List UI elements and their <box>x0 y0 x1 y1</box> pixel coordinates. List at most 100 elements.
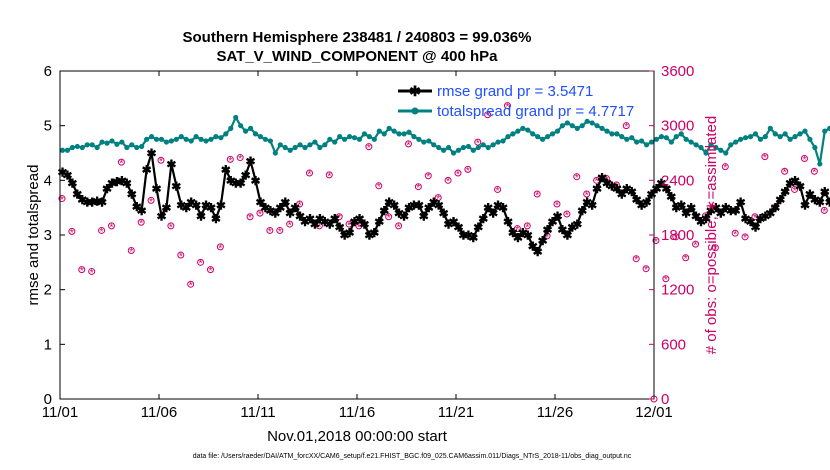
data-point <box>549 131 556 137</box>
legend-rmse-marker: ✱ <box>409 83 421 99</box>
data-point: ✱ <box>345 226 355 240</box>
axes-ticks: 11/01 11/06 11/11 11/16 11/21 11/26 12/0101234… <box>42 63 695 421</box>
data-point: ✱ <box>97 196 107 210</box>
data-point <box>297 142 303 148</box>
data-point: ✱ <box>691 209 701 223</box>
data-point: ✱ <box>785 177 795 191</box>
assimilated-obs-series: * * * * * * * * * * * * * * * * * * * * * * * * * * * * * * * * * * * * * * * *… <box>60 102 826 292</box>
possible-point <box>800 154 808 162</box>
data-point <box>752 131 759 137</box>
y-tick-label: 3 <box>44 227 52 244</box>
possible-point <box>791 185 799 193</box>
data-point: ✱ <box>607 179 617 193</box>
x-tick-label: 11/26 <box>537 404 573 421</box>
assimilated-point: * <box>327 171 331 182</box>
data-point: ✱ <box>166 157 176 171</box>
assimilated-point: * <box>456 169 460 180</box>
data-point <box>193 134 199 140</box>
possible-point <box>345 220 353 228</box>
data-point: ✱ <box>151 182 161 196</box>
possible-point <box>414 183 422 191</box>
data-point: ✱ <box>597 171 607 185</box>
y2-tick-label: 3600 <box>661 63 694 80</box>
assimilated-point: * <box>624 122 628 133</box>
data-point: ✱ <box>305 212 315 226</box>
data-point <box>738 136 744 142</box>
data-point: ✱ <box>656 177 666 191</box>
assimilated-point: * <box>812 168 816 179</box>
data-point <box>124 144 130 151</box>
data-point: ✱ <box>642 196 652 210</box>
possible-point <box>375 182 383 190</box>
assimilated-point: * <box>90 268 94 279</box>
data-point <box>223 131 229 137</box>
data-point <box>510 131 516 137</box>
data-point <box>787 136 793 142</box>
data-point <box>119 139 125 145</box>
data-point: ✱ <box>231 177 241 191</box>
legend-spread-marker <box>411 107 419 115</box>
assimilated-point: * <box>605 175 609 186</box>
data-point: ✱ <box>364 229 374 243</box>
assimilated-point: * <box>545 232 549 243</box>
data-point <box>89 142 95 148</box>
assimilated-point: * <box>317 222 321 233</box>
data-point <box>247 125 254 131</box>
data-point: ✱ <box>87 196 97 210</box>
possible-point <box>117 158 125 166</box>
data-point <box>747 134 754 140</box>
data-point: ✱ <box>434 198 444 212</box>
chart-subtitle: SAT_V_WIND_COMPONENT @ 400 hPa <box>216 48 498 65</box>
data-point <box>158 136 165 142</box>
assimilated-point: * <box>446 177 450 188</box>
x-tick-label: 11/21 <box>438 404 474 421</box>
possible-point <box>583 190 591 198</box>
data-point <box>668 139 674 145</box>
data-point <box>366 134 372 140</box>
assimilated-point: * <box>585 190 589 201</box>
possible-point <box>810 167 818 175</box>
chart-title: Southern Hemisphere 238481 / 240803 = 99… <box>183 29 532 46</box>
data-point: ✱ <box>399 209 409 223</box>
data-point: ✱ <box>498 201 508 215</box>
data-point: ✱ <box>562 229 572 243</box>
data-point: ✱ <box>463 229 473 243</box>
possible-point <box>305 169 313 177</box>
possible-point <box>286 220 294 228</box>
assimilated-point: * <box>506 102 510 113</box>
possible-point <box>771 204 779 212</box>
data-point: ✱ <box>117 174 127 188</box>
data-point: ✱ <box>384 196 394 210</box>
data-point <box>168 138 174 144</box>
rmse-series: ✱✱✱✱✱✱✱✱✱✱✱✱✱✱✱✱✱✱✱✱✱✱✱✱✱✱✱✱✱✱✱✱✱✱✱✱✱✱✱✱… <box>57 147 830 259</box>
data-point: ✱ <box>122 177 132 191</box>
data-point <box>450 150 457 156</box>
data-point: ✱ <box>800 198 810 212</box>
data-point <box>757 136 764 142</box>
data-point <box>342 136 348 142</box>
data-point: ✱ <box>221 163 231 177</box>
data-point: ✱ <box>523 229 533 243</box>
data-point: ✱ <box>330 212 340 226</box>
data-point <box>307 142 313 148</box>
possible-point <box>256 209 264 217</box>
data-point: ✱ <box>815 196 825 210</box>
assimilated-point: * <box>822 207 826 218</box>
data-point: ✱ <box>538 234 548 248</box>
possible-point <box>652 236 660 244</box>
possible-point <box>58 195 66 203</box>
assimilated-point: * <box>486 111 490 122</box>
y2-tick-label: 1200 <box>661 282 694 299</box>
data-point <box>505 134 511 140</box>
possible-point <box>157 156 165 164</box>
data-point: ✱ <box>750 220 760 234</box>
data-point <box>64 147 71 153</box>
data-point <box>421 139 427 145</box>
y2-tick-label: 3000 <box>661 118 694 135</box>
possible-point <box>642 265 650 273</box>
x-tick-label: 11/06 <box>141 404 177 421</box>
data-point: ✱ <box>250 174 260 188</box>
data-point: ✱ <box>676 198 686 212</box>
assimilated-point: * <box>119 159 123 170</box>
